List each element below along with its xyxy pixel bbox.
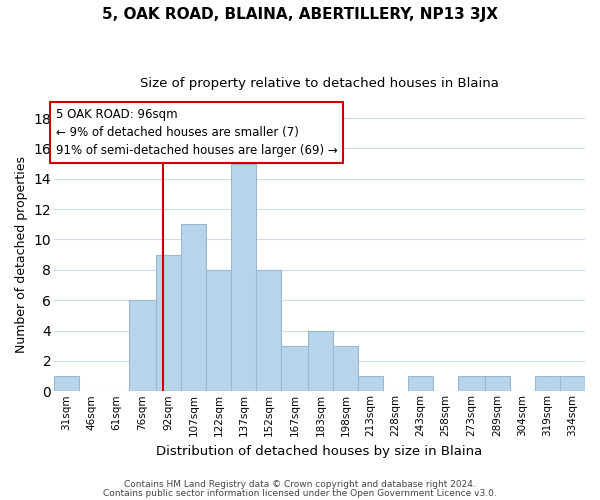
Bar (206, 270, 231, 392)
Bar (156, 254, 181, 392)
Bar (358, 376, 383, 392)
Bar (485, 376, 510, 392)
Text: Contains HM Land Registry data © Crown copyright and database right 2024.: Contains HM Land Registry data © Crown c… (124, 480, 476, 489)
Text: 5, OAK ROAD, BLAINA, ABERTILLERY, NP13 3JX: 5, OAK ROAD, BLAINA, ABERTILLERY, NP13 3… (102, 8, 498, 22)
Bar (535, 376, 560, 392)
Bar (408, 376, 433, 392)
Bar (231, 164, 256, 392)
Bar (560, 376, 585, 392)
Bar (308, 330, 333, 392)
Title: Size of property relative to detached houses in Blaina: Size of property relative to detached ho… (140, 78, 499, 90)
Bar (54, 376, 79, 392)
Text: Contains public sector information licensed under the Open Government Licence v3: Contains public sector information licen… (103, 490, 497, 498)
X-axis label: Distribution of detached houses by size in Blaina: Distribution of detached houses by size … (157, 444, 482, 458)
Bar (129, 300, 156, 392)
Bar (281, 346, 308, 392)
Text: 5 OAK ROAD: 96sqm
← 9% of detached houses are smaller (7)
91% of semi-detached h: 5 OAK ROAD: 96sqm ← 9% of detached house… (56, 108, 338, 157)
Bar (458, 376, 485, 392)
Y-axis label: Number of detached properties: Number of detached properties (15, 156, 28, 353)
Bar (256, 270, 281, 392)
Bar (181, 224, 206, 392)
Bar (333, 346, 358, 392)
